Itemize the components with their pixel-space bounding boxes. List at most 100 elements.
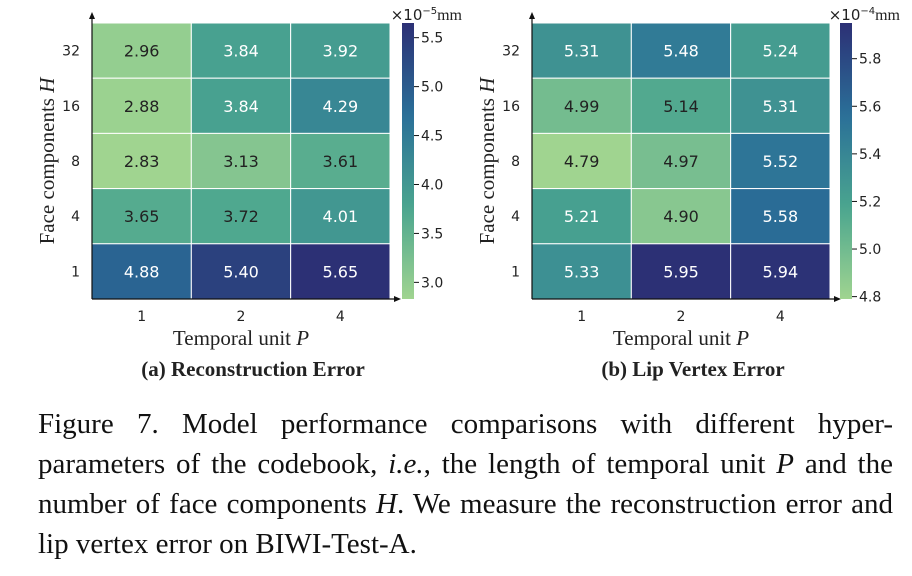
cell-value-label: 4.90 — [663, 207, 699, 226]
cell-value-label: 3.72 — [223, 207, 259, 226]
heatmap-cell — [290, 22, 391, 79]
heatmap-cell — [531, 188, 632, 245]
colorbar-unit: mm — [437, 7, 462, 24]
cell-value-label: 5.48 — [663, 42, 699, 61]
caption-suffix: . We measure the reconstruction error an… — [38, 488, 893, 560]
cell-value-label: 4.99 — [564, 97, 600, 116]
colorbar-tick-label: 4.8 — [859, 290, 881, 306]
figure-caption: Figure 7. Model performance comparisons … — [38, 404, 893, 564]
cell-value-label: 3.13 — [223, 152, 259, 171]
caption-mid1: , the length of temporal unit — [423, 448, 777, 480]
y-axis-title-text: Face components — [475, 93, 499, 245]
heatmap-cell — [630, 22, 732, 79]
colorbar-scale-base: ×10 — [391, 6, 423, 24]
colorbar: 4.8 5.0 5.2 5.4 5.6 5.8 ×10−4mm — [829, 6, 901, 306]
heatmap-cell — [531, 77, 632, 134]
heatmap-cell — [730, 77, 831, 134]
x-axis-arrow — [834, 296, 841, 302]
heatmap-cell — [531, 243, 632, 300]
cell-value-label: 4.79 — [564, 152, 600, 171]
cell-value-label: 3.92 — [323, 42, 359, 61]
colorbar-scale-base: ×10 — [829, 6, 861, 24]
y-tick-label: 8 — [71, 154, 80, 170]
x-axis-title-var: P — [735, 326, 749, 350]
heatmap-panel-1: 2.96 3.84 3.92 2.88 3.84 4.29 2.83 3.13 3.61 3.65… — [35, 6, 463, 381]
caption-var-p: P — [776, 448, 794, 480]
heatmap-cell — [91, 77, 192, 134]
cell-value-label: 4.29 — [323, 97, 359, 116]
x-axis-title-text: Temporal unit — [613, 326, 736, 350]
colorbar-gradient — [840, 23, 852, 299]
cell-value-label: 2.96 — [124, 42, 160, 61]
heatmap-cell — [290, 243, 391, 300]
cell-value-label: 5.31 — [564, 42, 600, 61]
y-axis-title-var: H — [475, 76, 499, 94]
cell-value-label: 4.97 — [663, 152, 699, 171]
x-tick-label: 4 — [776, 309, 785, 325]
y-axis-arrow — [89, 12, 95, 19]
panel-label: (b) Lip Vertex Error — [601, 357, 784, 381]
caption-mid2: and the number of face components — [38, 448, 893, 520]
x-axis-title: Temporal unit P — [613, 326, 749, 350]
x-tick-label: 1 — [577, 309, 586, 325]
cell-value-label: 2.88 — [124, 97, 160, 116]
heatmap-cell — [630, 243, 732, 300]
cell-value-label: 5.24 — [763, 42, 799, 61]
cell-value-label: 5.52 — [763, 152, 799, 171]
x-tick-label: 2 — [237, 309, 246, 325]
heatmap-cell — [91, 22, 192, 79]
cell-value-label: 5.21 — [564, 207, 600, 226]
x-axis-title: Temporal unit P — [173, 326, 309, 350]
heatmap-cell — [630, 132, 732, 190]
cell-value-label: 5.95 — [663, 262, 699, 281]
cell-value-label: 3.61 — [323, 152, 359, 171]
y-axis-arrow — [529, 12, 535, 19]
colorbar-tick-label: 4.0 — [421, 177, 443, 193]
colorbar-tick-label: 3.5 — [421, 226, 443, 242]
heatmap-cell — [531, 22, 632, 79]
y-tick-label: 32 — [502, 44, 520, 60]
x-axis-title-var: P — [295, 326, 309, 350]
heatmap-cell — [630, 188, 732, 245]
y-axis-title-var: H — [35, 76, 59, 94]
y-axis-title: Face components H — [475, 76, 499, 245]
cell-value-label: 5.31 — [763, 97, 799, 116]
caption-ie: i.e. — [388, 448, 424, 480]
heatmap-cell — [91, 188, 192, 245]
cell-value-label: 5.58 — [763, 207, 799, 226]
heatmap-cell — [531, 132, 632, 190]
heatmap-cell — [91, 243, 192, 300]
y-tick-label: 8 — [511, 154, 520, 170]
heatmap-cell — [290, 132, 391, 190]
colorbar-scale-exp: −5 — [422, 6, 437, 17]
colorbar-scale-label: ×10−5mm — [391, 6, 463, 24]
heatmap-cell — [730, 22, 831, 79]
y-tick-label: 4 — [71, 209, 80, 225]
heatmap-cell — [730, 243, 831, 300]
cell-value-label: 5.94 — [763, 262, 799, 281]
colorbar-tick-label: 5.0 — [859, 242, 881, 258]
y-tick-label: 16 — [62, 99, 80, 115]
cell-value-label: 5.14 — [663, 97, 699, 116]
colorbar-tick-label: 5.6 — [859, 99, 881, 115]
cell-value-label: 5.40 — [223, 262, 259, 281]
colorbar-tick-label: 5.8 — [859, 52, 881, 68]
heatmap-cell — [190, 243, 292, 300]
heatmap-cell — [730, 188, 831, 245]
cell-value-label: 3.84 — [223, 97, 259, 116]
x-tick-label: 4 — [336, 309, 345, 325]
colorbar-gradient — [402, 23, 414, 299]
caption-var-h: H — [376, 488, 397, 520]
y-axis-title-text: Face components — [35, 93, 59, 245]
cell-value-label: 3.84 — [223, 42, 259, 61]
y-axis-title: Face components H — [35, 76, 59, 245]
colorbar-unit: mm — [875, 7, 900, 24]
y-tick-label: 4 — [511, 209, 520, 225]
y-tick-label: 1 — [511, 264, 520, 280]
cell-value-label: 4.88 — [124, 262, 160, 281]
colorbar-scale-exp: −4 — [860, 6, 875, 17]
cell-value-label: 2.83 — [124, 152, 160, 171]
colorbar-tick-label: 5.2 — [859, 194, 881, 210]
x-axis-arrow — [394, 296, 401, 302]
x-axis-title-text: Temporal unit — [173, 326, 296, 350]
